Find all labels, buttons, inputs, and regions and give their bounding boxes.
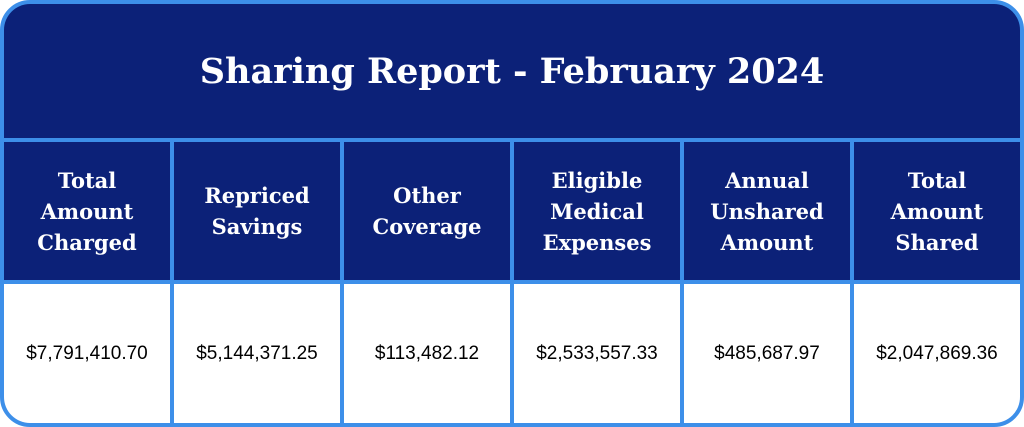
amount: $7,791,410.70 bbox=[26, 342, 148, 364]
column-header-cell: Eligible Medical Expenses bbox=[514, 142, 680, 280]
amount-cell: $485,687.97 bbox=[684, 284, 850, 423]
column-header: Annual Unshared Amount bbox=[710, 167, 824, 255]
amount-cell: $7,791,410.70 bbox=[4, 284, 170, 423]
amount-cell: $113,482.12 bbox=[344, 284, 510, 423]
column-header-cell: Total Amount Shared bbox=[854, 142, 1020, 280]
column-header-cell: Annual Unshared Amount bbox=[684, 142, 850, 280]
amount: $113,482.12 bbox=[374, 342, 480, 364]
column-header: Repriced Savings bbox=[204, 183, 310, 239]
amount-cell: $2,047,869.36 bbox=[854, 284, 1020, 423]
amount-cell: $5,144,371.25 bbox=[174, 284, 340, 423]
column-header-cell: Repriced Savings bbox=[174, 142, 340, 280]
amount: $2,533,557.33 bbox=[536, 342, 658, 364]
column-header: Eligible Medical Expenses bbox=[542, 167, 652, 255]
report-title: Sharing Report - February 2024 bbox=[4, 4, 1020, 138]
column-header: Total Amount Shared bbox=[890, 167, 984, 255]
column-header-cell: Total Amount Charged bbox=[4, 142, 170, 280]
amount: $485,687.97 bbox=[714, 342, 820, 364]
column-header: Total Amount Charged bbox=[37, 167, 137, 255]
column-header-cell: Other Coverage bbox=[344, 142, 510, 280]
amount: $5,144,371.25 bbox=[196, 342, 318, 364]
amount: $2,047,869.36 bbox=[876, 342, 998, 364]
amount-cell: $2,533,557.33 bbox=[514, 284, 680, 423]
column-header: Other Coverage bbox=[372, 183, 482, 239]
